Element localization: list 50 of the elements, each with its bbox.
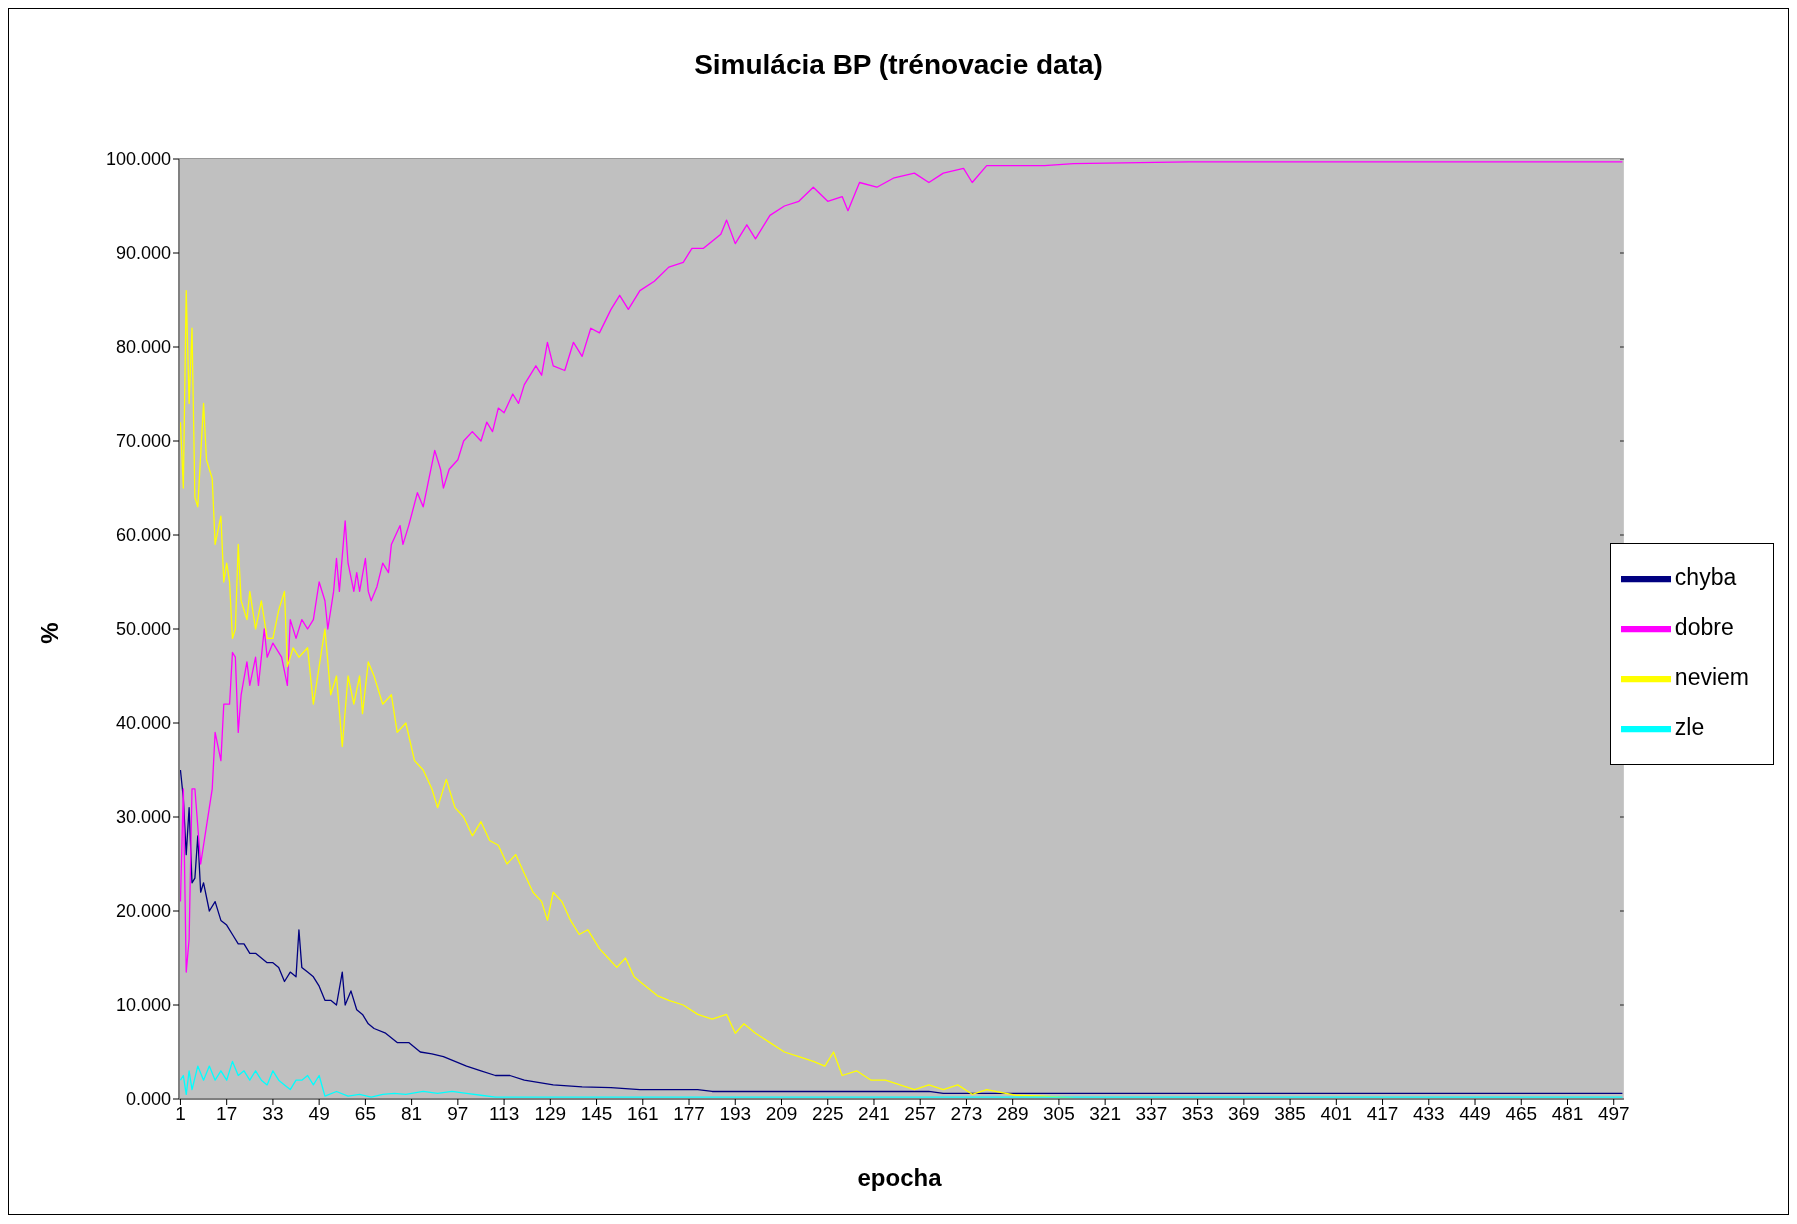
y-tick-label: 60.000 [115, 525, 171, 546]
x-tick-label: 369 [1228, 1103, 1260, 1125]
legend-label: zle [1674, 714, 1705, 741]
x-tick-label: 257 [904, 1103, 937, 1125]
y-tick-label: 100.000 [105, 149, 171, 170]
x-tick-label: 81 [401, 1103, 423, 1125]
y-tick-label: 0.000 [125, 1089, 171, 1110]
y-tick-label: 50.000 [115, 619, 171, 640]
legend-label: dobre [1674, 614, 1734, 641]
legend-label: chyba [1674, 564, 1737, 591]
x-tick-label: 17 [216, 1103, 238, 1125]
y-tick-label: 40.000 [115, 713, 171, 734]
x-tick-label: 65 [354, 1103, 376, 1125]
x-tick-label: 497 [1597, 1103, 1630, 1125]
y-tick-label: 90.000 [115, 243, 171, 264]
x-tick-label: 241 [858, 1103, 890, 1125]
y-tick-label: 70.000 [115, 431, 171, 452]
x-tick-label: 49 [308, 1103, 330, 1125]
x-tick-label: 209 [765, 1103, 798, 1125]
x-tick-label: 113 [488, 1103, 520, 1125]
x-tick-label: 273 [950, 1103, 983, 1125]
x-tick-label: 225 [811, 1103, 844, 1125]
x-tick-label: 1 [175, 1103, 186, 1125]
legend-label: neviem [1674, 664, 1749, 691]
x-tick-label: 433 [1412, 1103, 1445, 1125]
x-tick-label: 321 [1089, 1103, 1121, 1125]
y-tick-label: 30.000 [115, 807, 171, 828]
y-axis-title: % [35, 622, 64, 644]
x-tick-label: 193 [719, 1103, 752, 1125]
x-tick-label: 97 [447, 1103, 469, 1125]
x-tick-label: 177 [673, 1103, 705, 1125]
y-tick-label: 10.000 [115, 995, 171, 1016]
x-tick-label: 401 [1320, 1103, 1353, 1125]
x-tick-label: 161 [626, 1103, 659, 1125]
x-tick-label: 337 [1135, 1103, 1168, 1125]
y-tick-label: 20.000 [115, 901, 171, 922]
x-tick-label: 417 [1366, 1103, 1399, 1125]
x-tick-label: 481 [1551, 1103, 1584, 1125]
x-tick-label: 129 [534, 1103, 567, 1125]
x-axis-title: epocha [856, 1164, 943, 1192]
x-tick-label: 465 [1505, 1103, 1538, 1125]
x-tick-label: 145 [580, 1103, 613, 1125]
x-tick-label: 353 [1181, 1103, 1214, 1125]
x-tick-label: 33 [262, 1103, 284, 1125]
x-tick-label: 449 [1459, 1103, 1491, 1125]
x-tick-label: 289 [996, 1103, 1029, 1125]
y-tick-label: 80.000 [115, 337, 171, 358]
x-tick-label: 305 [1043, 1103, 1075, 1125]
x-tick-label: 385 [1274, 1103, 1306, 1125]
chart-title: Simulácia BP (trénovacie data) [693, 49, 1104, 81]
